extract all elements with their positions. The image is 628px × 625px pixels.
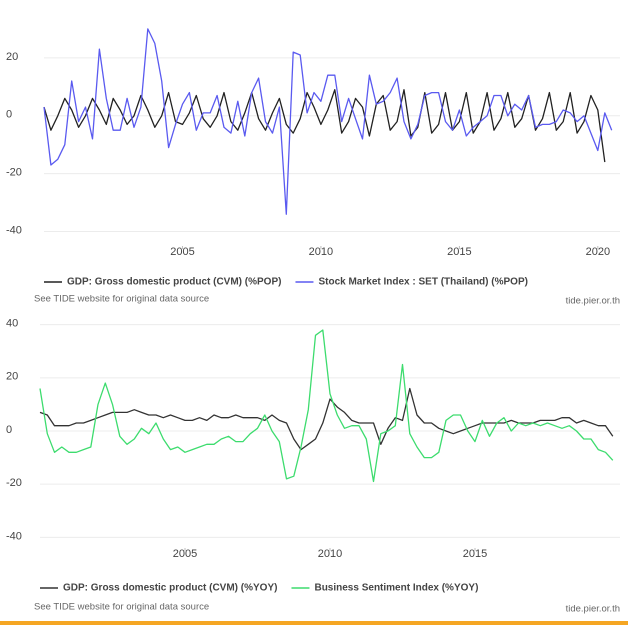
y-tick-label: 20 [6, 51, 18, 63]
x-tick-label: 2005 [173, 548, 197, 560]
y-tick-label: 20 [6, 371, 18, 383]
y-tick-label: 40 [6, 318, 18, 330]
legend-label: Stock Market Index : SET (Thailand) (%PO… [318, 277, 527, 288]
y-tick-label: -40 [6, 224, 22, 236]
x-tick-label: 2010 [309, 246, 333, 258]
x-tick-label: 2010 [318, 548, 342, 560]
series-line [39, 329, 614, 483]
credit: tide.pier.or.th [566, 296, 620, 307]
x-tick-label: 2015 [463, 548, 487, 560]
legend-label: GDP: Gross domestic product (CVM) (%POP) [67, 277, 281, 288]
y-tick-label: -40 [6, 530, 22, 542]
bottom-border [0, 621, 628, 625]
x-tick-label: 2015 [447, 246, 471, 258]
series-line [39, 387, 614, 451]
legend-label: Business Sentiment Index (%YOY) [314, 583, 478, 594]
source-note: See TIDE website for original data sourc… [34, 602, 209, 613]
y-tick-label: 0 [6, 424, 12, 436]
y-tick-label: -20 [6, 477, 22, 489]
x-tick-label: 2005 [170, 246, 194, 258]
y-tick-label: -20 [6, 167, 22, 179]
x-tick-label: 2020 [586, 246, 610, 258]
legend-label: GDP: Gross domestic product (CVM) (%YOY) [63, 583, 277, 594]
credit: tide.pier.or.th [566, 604, 620, 615]
source-note: See TIDE website for original data sourc… [34, 294, 209, 305]
y-tick-label: 0 [6, 109, 12, 121]
series-line [43, 28, 613, 215]
